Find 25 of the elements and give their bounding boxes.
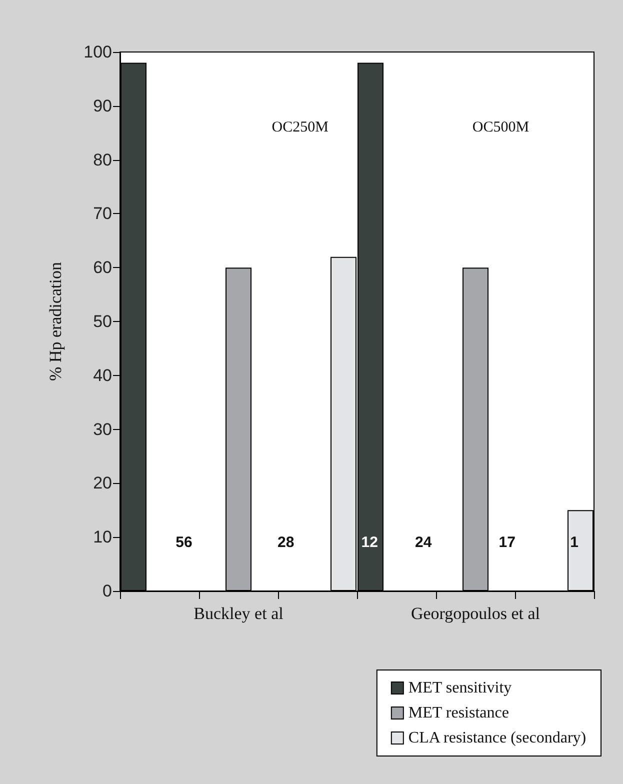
y-tick-label: 90 [93, 96, 112, 116]
legend-label: CLA resistance (secondary) [408, 730, 586, 746]
y-tick-label: 30 [93, 420, 112, 439]
annotation: 12 [361, 534, 378, 551]
annotation: 56 [176, 534, 192, 551]
legend-label: MET sensitivity [408, 680, 512, 696]
y-axis-title: % Hp eradication [46, 262, 65, 381]
y-tick-label: 50 [93, 312, 112, 331]
annotation: 1 [570, 534, 578, 551]
x-tick-label: Georgopoulos et al [410, 604, 540, 623]
legend-label: MET resistance [408, 704, 509, 722]
annotation: OC250M [272, 119, 328, 136]
annotation: 24 [415, 534, 432, 551]
annotation: 28 [278, 534, 294, 551]
y-tick-label: 10 [93, 528, 112, 547]
y-tick-label: 60 [93, 258, 112, 278]
y-tick-label: 80 [93, 150, 112, 170]
y-tick-label: 70 [93, 204, 112, 224]
y-tick-label: 100 [84, 42, 112, 62]
x-tick-label: Buckley et al [194, 604, 284, 623]
y-tick-label: 20 [93, 474, 112, 493]
annotation: 17 [498, 534, 516, 551]
y-tick-label: 0 [102, 582, 112, 600]
y-tick-label: 40 [93, 366, 112, 385]
annotation: OC500M [472, 119, 530, 136]
